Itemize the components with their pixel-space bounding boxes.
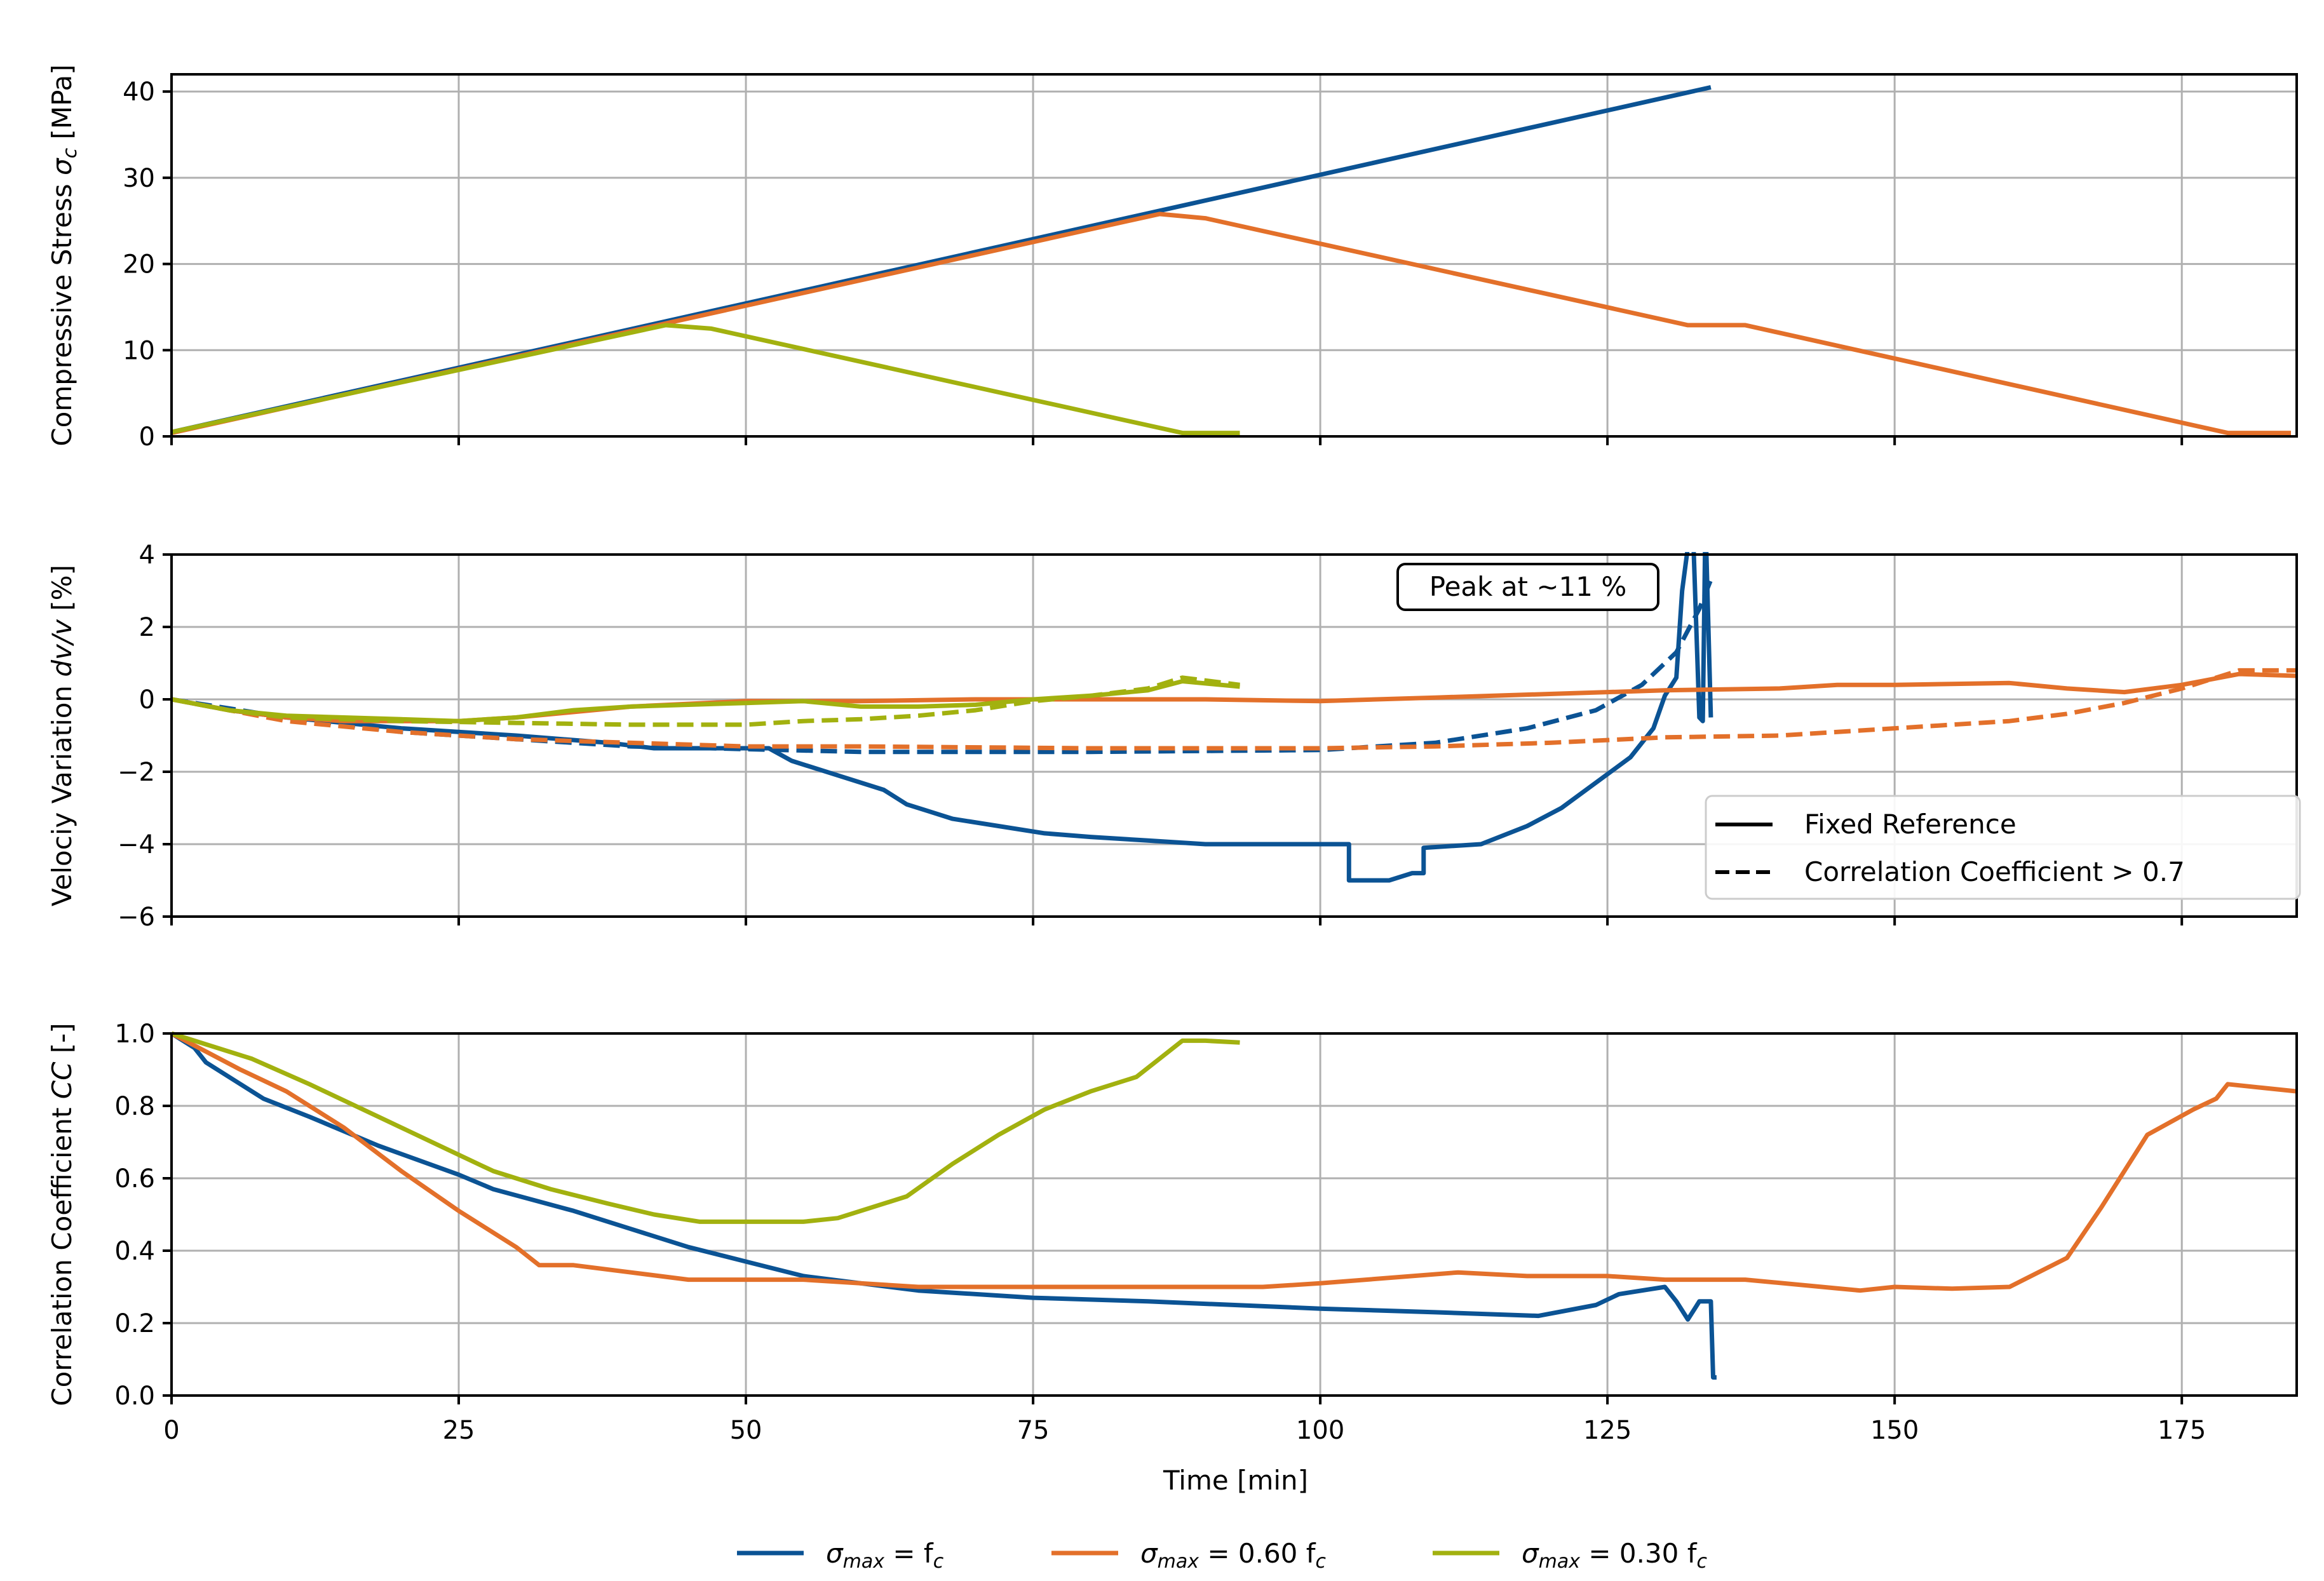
correlation-panel: 0.0 0.2 0.4 0.6 0.8 1.0 0 25 50 75 100 125 150 175 Cor… [46, 1019, 2298, 1445]
linestyle-legend: Fixed Reference Correlation Coefficient … [1705, 795, 2301, 900]
y-tick-label: 0 [139, 422, 155, 452]
y-tick-label: −2 [118, 758, 155, 787]
y-axis-label: Correlation Coefficient CC [-] [46, 1023, 78, 1406]
y-tick-label: 0.4 [114, 1237, 155, 1266]
y-tick-label: 0.6 [114, 1164, 155, 1194]
x-tick-label: 100 [1296, 1416, 1344, 1445]
y-tick-label: 30 [123, 164, 155, 193]
y-tick-label: 10 [123, 336, 155, 365]
series-line-sigma_060-dashed [172, 668, 2297, 751]
y-tick-label: 0.0 [114, 1382, 155, 1411]
y-tick-label: 0.8 [114, 1092, 155, 1121]
x-tick-label: 150 [1870, 1416, 1919, 1445]
grid-lines [170, 1032, 2297, 1397]
y-tick-label: 0.2 [114, 1309, 155, 1338]
legend-label-sigma-060: σmax = 0.60 fc [1140, 1538, 1327, 1573]
velocity-panel: −6 −4 −2 0 2 4 Velociy Variation dv/v [%] [46, 541, 2298, 932]
series-line-sigma_060-solid [172, 671, 2297, 723]
x-tick-label: 175 [2158, 1416, 2206, 1445]
series-line-sigma_030-dashed [172, 675, 1240, 727]
y-axis-label: Velociy Variation dv/v [%] [46, 565, 78, 906]
x-tick-label: 50 [730, 1416, 762, 1445]
x-tick-label: 125 [1583, 1416, 1632, 1445]
y-tick-label: −6 [118, 903, 155, 932]
y-tick-label: 20 [123, 250, 155, 279]
series-legend: σmax = fc σmax = 0.60 fc σmax = 0.30 fc [737, 1538, 1708, 1573]
y-axis-label: Compressive Stress σc [MPa] [46, 64, 81, 446]
legend-label-sigma-030: σmax = 0.30 fc [1522, 1538, 1708, 1573]
x-tick-label: 25 [443, 1416, 475, 1445]
series-group [172, 1031, 2297, 1380]
linestyle-legend-frame [1705, 795, 2301, 900]
x-tick-label: 75 [1017, 1416, 1050, 1445]
x-tick-label: 0 [163, 1416, 179, 1445]
y-tick-label: 0 [139, 685, 155, 715]
y-tick-label: −4 [118, 830, 155, 859]
series-line-sigma_030-solid [172, 1031, 1240, 1224]
y-tick-label: 2 [139, 613, 155, 642]
series-line-sigma_fc-solid [172, 1032, 1717, 1380]
series-group [172, 84, 2291, 436]
axes-frame [170, 73, 2298, 438]
annotation-text: Peak at ~11 % [1429, 571, 1627, 602]
x-axis-label: Time [min] [1163, 1465, 1308, 1496]
y-tick-label: 40 [123, 77, 155, 107]
series-line-sigma_060-solid [172, 1031, 2297, 1293]
stress-panel: 0 10 20 30 40 Compressive Stress σc [MPa] [46, 64, 2298, 452]
y-tick-label: 4 [139, 541, 155, 570]
series-line-sigma_030-solid [172, 323, 1240, 436]
legend-solid-label: Fixed Reference [1804, 809, 2017, 840]
legend-dashed-label: Correlation Coefficient > 0.7 [1804, 856, 2185, 887]
series-line-sigma_060-solid [172, 212, 2291, 436]
series-group [172, 552, 2297, 883]
peak-annotation: Peak at ~11 % [1396, 563, 1659, 611]
annotation-box [1396, 563, 1659, 611]
axes-frame [170, 1032, 2298, 1397]
grid-lines [170, 74, 2297, 438]
legend-label-sigma-fc: σmax = fc [826, 1538, 944, 1573]
y-tick-label: 1.0 [114, 1019, 155, 1049]
axes-frame [170, 553, 2298, 918]
